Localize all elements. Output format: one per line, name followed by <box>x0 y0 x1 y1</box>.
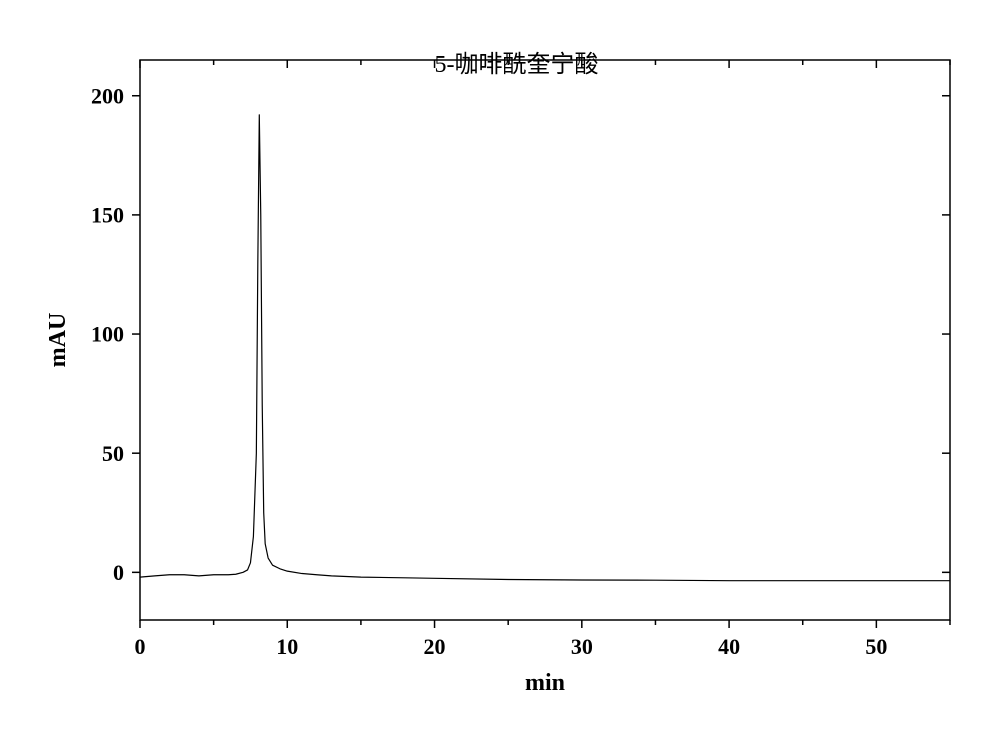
chromatogram-trace <box>140 115 950 581</box>
chromatogram-chart: 0 10 20 30 40 50 0 50 100 150 200 min mAU 5-咖啡酰奎宁酸 <box>20 20 980 726</box>
x-tick-label: 20 <box>424 634 446 659</box>
y-tick-label: 100 <box>91 322 124 347</box>
x-tick-label: 10 <box>276 634 298 659</box>
x-axis-label: min <box>525 670 565 696</box>
x-tick-label: 30 <box>571 634 593 659</box>
y-tick-label: 50 <box>102 441 124 466</box>
y-tick-label: 200 <box>91 83 124 108</box>
y-axis-label: mAU <box>45 313 71 368</box>
y-tick-label: 0 <box>113 560 124 585</box>
y-tick-label: 150 <box>91 203 124 228</box>
x-tick-label: 40 <box>718 634 740 659</box>
x-tick-label: 0 <box>135 634 146 659</box>
peak-label: 5-咖啡酰奎宁酸 <box>435 51 599 78</box>
x-tick-label: 50 <box>865 634 887 659</box>
chart-svg: 0 10 20 30 40 50 0 50 100 150 200 min mAU 5-咖啡酰奎宁酸 <box>20 20 980 726</box>
